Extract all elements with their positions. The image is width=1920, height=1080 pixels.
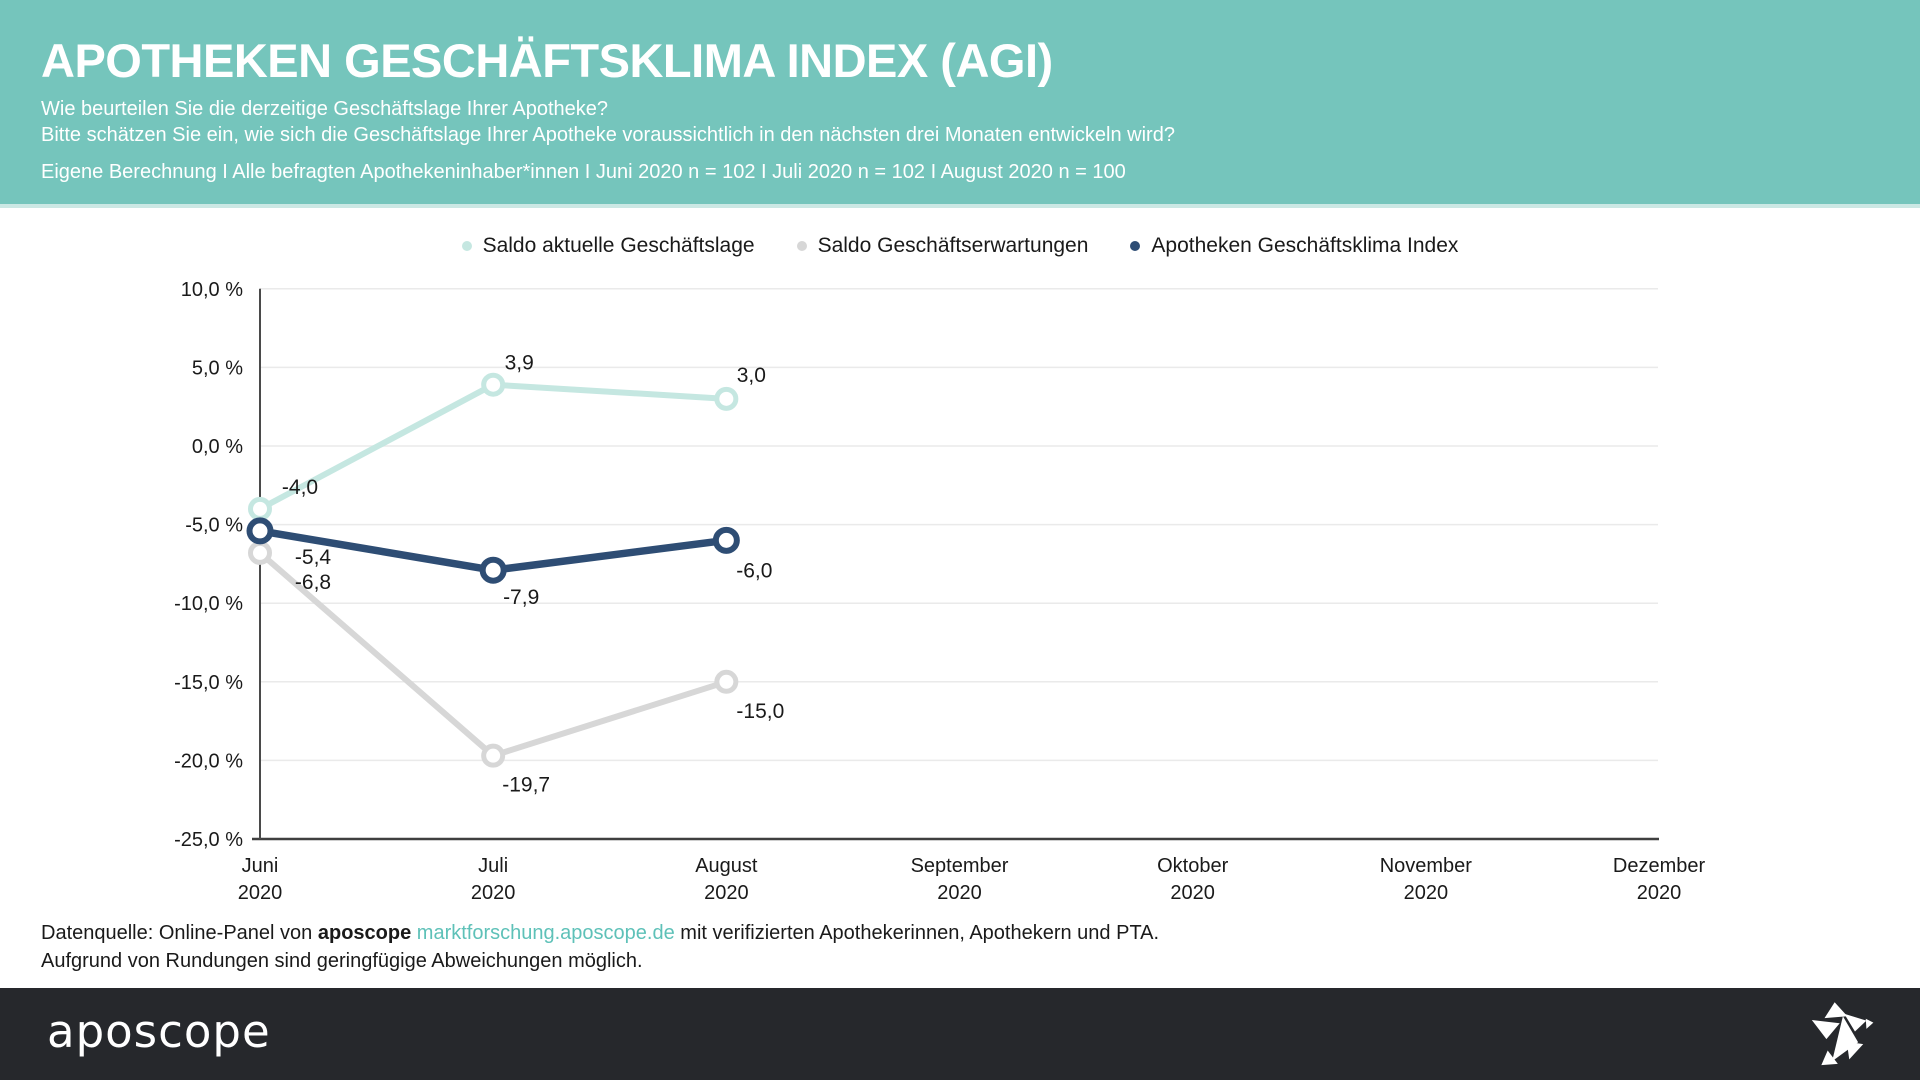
y-axis-tick-label: -25,0 % bbox=[174, 829, 243, 851]
data-point-marker bbox=[481, 743, 506, 768]
data-point-label: -15,0 bbox=[736, 700, 784, 723]
legend-label: Saldo Geschäftserwartungen bbox=[817, 234, 1089, 257]
series-line bbox=[259, 527, 727, 574]
series-line bbox=[258, 550, 728, 759]
y-axis-tick-label: -15,0 % bbox=[174, 672, 243, 694]
x-axis-month-label: Juli bbox=[478, 855, 508, 877]
legend-item-aktuelle-geschaeftslage: Saldo aktuelle Geschäftslage bbox=[461, 234, 755, 258]
x-axis-year-label: 2020 bbox=[704, 882, 749, 904]
data-point-marker bbox=[248, 496, 272, 521]
aposcope-logo: aposcope bbox=[47, 1004, 271, 1058]
source-block: Datenquelle: Online-Panel von aposcope m… bbox=[41, 919, 1159, 975]
data-point-marker bbox=[246, 517, 274, 545]
y-axis-tick-label: -20,0 % bbox=[174, 750, 243, 772]
rounding-note: Aufgrund von Rundungen sind geringfügige… bbox=[41, 950, 643, 972]
x-axis-year-label: 2020 bbox=[1404, 882, 1449, 904]
x-axis-month-label: September bbox=[911, 855, 1009, 877]
header-sample-info: Eigene Berechnung I Alle befragten Apoth… bbox=[41, 161, 1126, 184]
x-axis-year-label: 2020 bbox=[1637, 882, 1682, 904]
y-axis-tick-label: 0,0 % bbox=[192, 436, 243, 458]
legend-ring-icon bbox=[1130, 241, 1141, 251]
x-axis-year-label: 2020 bbox=[238, 882, 283, 904]
header-banner: APOTHEKEN GESCHÄFTSKLIMA INDEX (AGI) Wie… bbox=[0, 0, 1920, 208]
header-question-1: Wie beurteilen Sie die derzeitige Geschä… bbox=[41, 98, 609, 121]
y-axis-tick-label: -5,0 % bbox=[185, 515, 243, 537]
data-point-marker bbox=[481, 372, 506, 397]
legend-ring-icon bbox=[796, 241, 807, 251]
y-axis-tick-label: 5,0 % bbox=[192, 357, 243, 379]
legend-label: Apotheken Geschäftsklima Index bbox=[1151, 234, 1459, 257]
data-point-label: -4,0 bbox=[282, 476, 318, 499]
x-axis-year-label: 2020 bbox=[1170, 882, 1215, 904]
y-axis-tick-label: 10,0 % bbox=[181, 279, 243, 301]
legend-item-geschaeftsklima-index: Apotheken Geschäftsklima Index bbox=[1130, 234, 1458, 258]
data-point-marker bbox=[712, 526, 740, 554]
data-point-label: -7,9 bbox=[503, 586, 539, 609]
origami-bird-icon bbox=[1811, 1002, 1874, 1066]
x-axis-month-label: November bbox=[1380, 855, 1473, 877]
x-axis-month-label: Dezember bbox=[1613, 855, 1706, 877]
legend-ring-icon bbox=[461, 241, 472, 251]
legend-label: Saldo aktuelle Geschäftslage bbox=[482, 234, 755, 257]
data-point-label: 3,0 bbox=[737, 364, 766, 387]
data-point-label: -6,8 bbox=[295, 571, 331, 594]
chart-legend: Saldo aktuelle Geschäftslage Saldo Gesch… bbox=[0, 231, 1920, 261]
source-brand: aposcope bbox=[317, 922, 412, 944]
x-axis-year-label: 2020 bbox=[937, 882, 982, 904]
header-question-2: Bitte schätzen Sie ein, wie sich die Ges… bbox=[41, 124, 1175, 147]
legend-item-geschaeftserwartungen: Saldo Geschäftserwartungen bbox=[796, 234, 1089, 258]
source-suffix: mit verifizierten Apothekerinnen, Apothe… bbox=[680, 922, 1160, 944]
data-point-marker bbox=[714, 669, 739, 694]
series-line bbox=[258, 381, 727, 512]
data-point-label: -19,7 bbox=[502, 774, 550, 797]
y-axis-tick-label: -10,0 % bbox=[174, 593, 243, 615]
data-point-marker bbox=[479, 556, 507, 584]
source-line: Datenquelle: Online-Panel von aposcope m… bbox=[41, 919, 1159, 947]
x-axis-month-label: Juni bbox=[242, 855, 279, 877]
data-point-marker bbox=[714, 386, 739, 411]
data-point-label: -6,0 bbox=[736, 559, 772, 582]
x-axis-month-label: August bbox=[695, 855, 758, 877]
page-title: APOTHEKEN GESCHÄFTSKLIMA INDEX (AGI) bbox=[41, 34, 1053, 87]
x-axis-month-label: Oktober bbox=[1157, 855, 1228, 877]
data-point-marker bbox=[248, 540, 272, 565]
footer-bar: aposcope bbox=[0, 988, 1920, 1080]
data-point-label: -5,4 bbox=[295, 546, 332, 569]
source-prefix: Datenquelle: Online-Panel von bbox=[41, 922, 313, 944]
source-link[interactable]: marktforschung.aposcope.de bbox=[416, 922, 675, 944]
data-point-label: 3,9 bbox=[505, 352, 534, 375]
x-axis-year-label: 2020 bbox=[471, 882, 516, 904]
